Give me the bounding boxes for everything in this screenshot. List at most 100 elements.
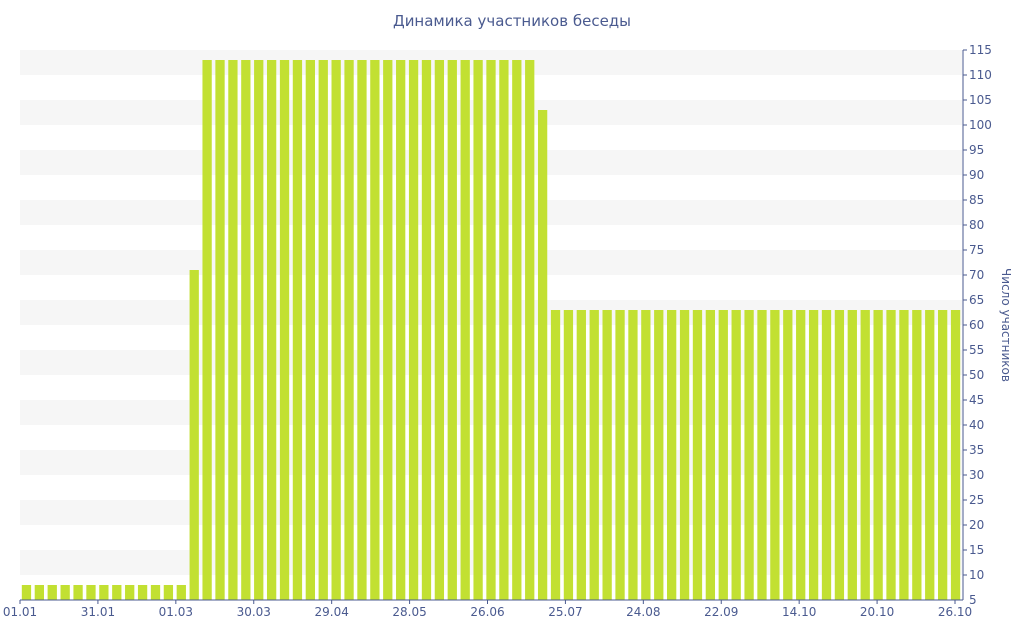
x-tick-label: 30.03 (237, 605, 271, 619)
bar[interactable] (873, 310, 883, 600)
bar[interactable] (305, 60, 315, 600)
x-tick-label: 28.05 (392, 605, 426, 619)
bar[interactable] (421, 60, 432, 600)
bar[interactable] (950, 310, 961, 600)
bar[interactable] (821, 310, 832, 600)
bar[interactable] (434, 60, 445, 600)
y-tick-label: 20 (969, 518, 984, 532)
y-tick-label: 30 (969, 468, 984, 482)
bar[interactable] (125, 585, 135, 600)
bar[interactable] (150, 585, 161, 600)
y-tick-label: 5 (969, 593, 977, 607)
bar[interactable] (408, 60, 419, 600)
bar[interactable] (202, 60, 212, 600)
bar[interactable] (460, 60, 470, 600)
bar[interactable] (705, 310, 716, 600)
bar[interactable] (241, 60, 251, 600)
bar[interactable] (99, 585, 109, 600)
bar[interactable] (163, 585, 174, 600)
bar[interactable] (847, 310, 857, 600)
bar[interactable] (370, 60, 380, 600)
bar[interactable] (938, 310, 948, 600)
bar[interactable] (344, 60, 354, 600)
bar[interactable] (266, 60, 277, 600)
bar[interactable] (667, 310, 677, 600)
bar[interactable] (550, 310, 561, 600)
bar[interactable] (86, 585, 96, 600)
bar[interactable] (692, 310, 703, 600)
bar[interactable] (615, 310, 625, 600)
y-tick-label: 85 (969, 193, 984, 207)
bar[interactable] (254, 60, 264, 600)
bar[interactable] (641, 310, 651, 600)
bar[interactable] (679, 310, 690, 600)
bar[interactable] (318, 60, 328, 600)
bar[interactable] (537, 110, 548, 600)
bar[interactable] (886, 310, 896, 600)
bar[interactable] (112, 585, 122, 600)
bar[interactable] (189, 270, 199, 600)
bar[interactable] (60, 585, 70, 600)
bar[interactable] (783, 310, 793, 600)
y-axis-label: Число участников (999, 268, 1013, 382)
bar[interactable] (331, 60, 341, 600)
bar[interactable] (447, 60, 457, 600)
y-tick-label: 65 (969, 293, 984, 307)
bar[interactable] (796, 310, 806, 600)
bar[interactable] (47, 585, 57, 600)
x-tick-label: 26.10 (938, 605, 972, 619)
y-axis: 10 15 20 25 30 35 40 45 50 55 60 65 70 75 80 85 90 95 100 1… (962, 43, 992, 607)
bar[interactable] (589, 310, 599, 600)
x-tick-label: 31.01 (81, 605, 115, 619)
bar[interactable] (486, 60, 496, 600)
y-tick-label: 75 (969, 243, 984, 257)
bar[interactable] (757, 310, 767, 600)
bar[interactable] (279, 60, 290, 600)
bar[interactable] (499, 60, 509, 600)
y-tick-label: 55 (969, 343, 984, 357)
bar[interactable] (383, 60, 393, 600)
y-tick-label: 35 (969, 443, 984, 457)
bar[interactable] (228, 60, 238, 600)
bar[interactable] (744, 310, 754, 600)
x-tick-label: 24.08 (626, 605, 660, 619)
bar[interactable] (21, 585, 32, 600)
x-tick-label: 01.03 (159, 605, 193, 619)
y-tick-label: 70 (969, 268, 984, 282)
bar[interactable] (925, 310, 935, 600)
bar[interactable] (602, 310, 612, 600)
bar[interactable] (628, 310, 638, 600)
bar[interactable] (512, 60, 522, 600)
bar[interactable] (770, 310, 780, 600)
y-tick-label: 95 (969, 143, 984, 157)
y-tick-label: 60 (969, 318, 984, 332)
bar[interactable] (176, 585, 186, 600)
bar[interactable] (899, 310, 909, 600)
bar[interactable] (576, 310, 586, 600)
bar[interactable] (396, 60, 406, 600)
bar[interactable] (357, 60, 367, 600)
y-tick-label: 10 (969, 568, 984, 582)
bar[interactable] (912, 310, 922, 600)
bar[interactable] (860, 310, 870, 600)
y-tick-label: 110 (969, 68, 992, 82)
bar[interactable] (215, 60, 225, 600)
bar[interactable] (834, 310, 845, 600)
bar[interactable] (654, 310, 664, 600)
bar[interactable] (292, 60, 303, 600)
bar[interactable] (731, 310, 741, 600)
bar[interactable] (34, 585, 44, 600)
bar[interactable] (563, 310, 574, 600)
bar[interactable] (73, 585, 83, 600)
bar[interactable] (473, 60, 483, 600)
bar[interactable] (718, 310, 728, 600)
bar[interactable] (808, 310, 819, 600)
x-tick-label: 29.04 (314, 605, 348, 619)
y-tick-label: 105 (969, 93, 992, 107)
bar[interactable] (525, 60, 535, 600)
y-tick-label: 15 (969, 543, 984, 557)
y-tick-label: 40 (969, 418, 984, 432)
bar[interactable] (137, 585, 148, 600)
x-tick-label: 01.01 (3, 605, 37, 619)
